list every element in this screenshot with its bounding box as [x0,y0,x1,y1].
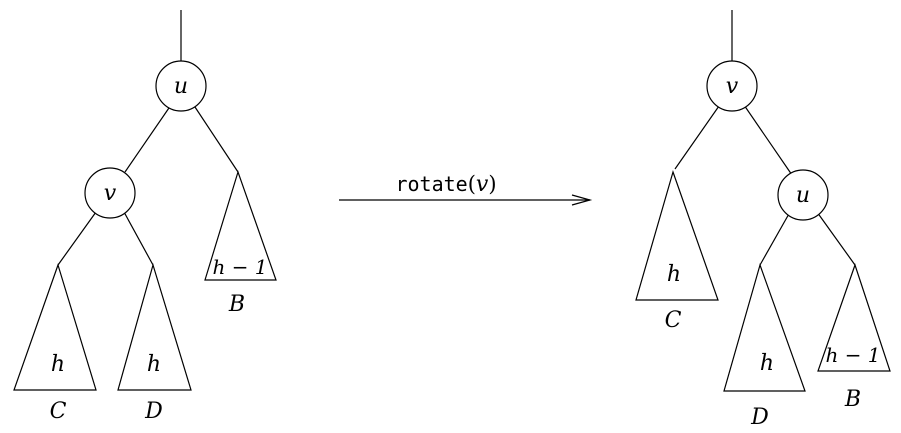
rotate-open-paren: ( [468,172,476,196]
left-subtree-d-height: h [147,352,161,377]
right-subtree-d-name: D [750,405,769,430]
left-subtree-c-height: h [51,352,65,377]
arrow-head-icon [571,194,593,206]
left-node-v [84,167,136,219]
left-node-u-label: u [174,74,188,99]
right-subtree-d [723,263,806,392]
left-subtree-d [117,262,192,391]
rotate-func-label: rotate [395,172,467,196]
rotate-arrow: rotate(v) [339,172,593,206]
left-subtree-c [13,263,97,391]
left-edge-u-b [192,103,239,173]
left-subtree-c-name: C [50,399,67,424]
right-subtree-c-height: h [667,262,681,287]
left-subtree-d-name: D [144,399,163,424]
right-node-v [706,60,758,112]
right-tree: v u h C h D h − 1 B [635,10,891,430]
right-node-u-label: u [796,183,810,208]
right-subtree-b-name: B [844,387,861,412]
right-edge-v-u [743,104,793,176]
rotate-arg-label: v [476,172,489,197]
rotate-close-paren: ) [488,172,496,196]
left-node-v-label: v [104,181,117,206]
left-subtree-b-name: B [228,292,245,317]
left-node-u [155,60,207,112]
right-edge-v-c [674,105,720,170]
right-edge-u-d [759,211,791,266]
right-subtree-c [635,170,719,301]
left-subtree-b-height: h − 1 [212,255,267,279]
right-subtree-d-height: h [760,351,774,376]
right-node-u [777,169,829,221]
left-edge-v-d [123,211,154,266]
right-edge-u-b [816,211,856,266]
left-tree: u v h C h D h − 1 B [13,10,277,424]
right-subtree-b-height: h − 1 [825,343,880,367]
rotate-label: rotate(v) [395,172,496,197]
right-subtree-c-name: C [665,308,682,333]
right-subtree-b [817,263,891,372]
left-edge-v-c [57,211,97,266]
left-edge-u-v [124,104,172,173]
right-node-v-label: v [726,74,739,99]
left-subtree-b [204,170,277,281]
